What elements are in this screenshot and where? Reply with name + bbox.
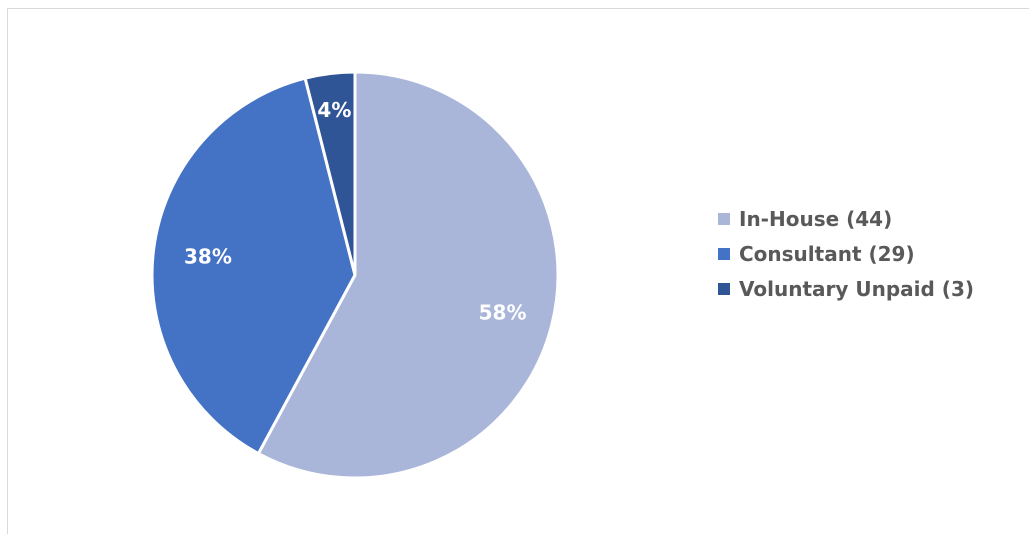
pie-slice-voluntary-unpaid [303,70,357,277]
chart-frame [7,8,1029,534]
legend-label-in-house: In-House (44) [739,207,893,231]
legend-swatch-consultant [718,248,730,260]
legend-item-voluntary-unpaid: Voluntary Unpaid (3) [718,274,974,304]
pie-slice-in-house [256,70,560,480]
legend-swatch-in-house [718,213,730,225]
legend-item-in-house: In-House (44) [718,204,974,234]
data-label-in-house: 58% [479,300,527,324]
legend-label-consultant: Consultant (29) [739,242,915,266]
chart-legend: In-House (44) Consultant (29) Voluntary … [718,204,974,309]
data-label-consultant: 38% [184,245,232,269]
legend-label-voluntary-unpaid: Voluntary Unpaid (3) [739,277,974,301]
pie-slice-consultant [150,76,357,456]
data-label-voluntary-unpaid: 4% [317,98,351,122]
legend-item-consultant: Consultant (29) [718,239,974,269]
legend-swatch-voluntary-unpaid [718,283,730,295]
